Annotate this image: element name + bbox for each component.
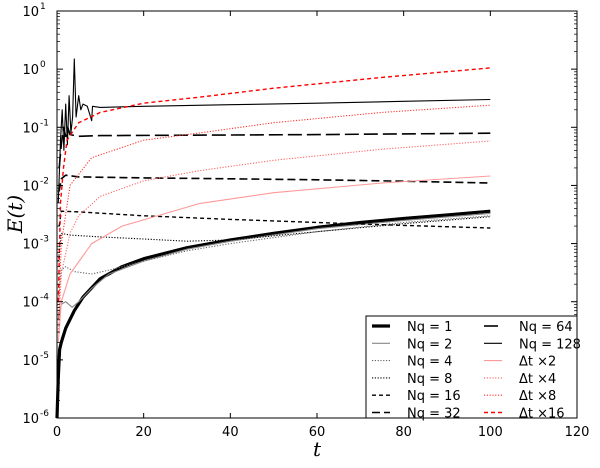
series-line-12 (57, 67, 491, 302)
series-line-10 (57, 140, 491, 333)
y-tick-exponent: -4 (40, 293, 49, 303)
series-line-4 (57, 216, 491, 262)
legend-box (365, 315, 578, 419)
x-tick-label: 40 (222, 425, 239, 440)
legend: Nq = 1 Nq = 2 Nq = 4 Nq = 8 Nq = 16 Nq = 32 Nq… (365, 315, 581, 422)
legend-label-6: Nq = 32 (407, 407, 461, 422)
x-tick-label: 0 (53, 425, 61, 440)
legend-label-1: Nq = 1 (407, 320, 452, 335)
y-tick-label: 10 (22, 63, 39, 78)
y-tick-exponent: 1 (40, 2, 46, 12)
legend-label-7: Nq = 64 (519, 320, 573, 335)
y-tick-exponent: 0 (40, 60, 46, 70)
legend-label-2: Nq = 2 (407, 337, 452, 352)
y-tick-exponent: -3 (40, 235, 49, 245)
y-tick-label: 10 (22, 238, 39, 253)
series-line-11 (57, 104, 491, 320)
y-tick-label: 10 (22, 296, 39, 311)
series-layer (55, 58, 491, 419)
y-tick-label: 10 (22, 179, 39, 194)
legend-label-12: Δt ×16 (519, 407, 565, 422)
x-tick-label: 100 (478, 425, 503, 440)
x-tick-label: 80 (395, 425, 412, 440)
legend-label-11: Δt ×8 (519, 389, 556, 404)
y-tick-exponent: -1 (40, 118, 49, 128)
series-line-2 (57, 212, 491, 320)
series-line-3 (57, 215, 491, 302)
y-tick-label: 10 (22, 354, 39, 369)
x-tick-label: 20 (135, 425, 152, 440)
legend-label-9: Δt ×2 (519, 355, 556, 370)
legend-label-10: Δt ×4 (519, 372, 556, 387)
series-line-8 (57, 58, 491, 203)
y-tick-label: 10 (22, 121, 39, 136)
series-line-7 (58, 126, 491, 168)
legend-label-4: Nq = 8 (407, 372, 452, 387)
series-line-9 (57, 175, 491, 343)
series-line-1 (55, 209, 491, 419)
y-tick-exponent: -6 (40, 409, 49, 419)
series-line-5 (58, 210, 491, 229)
legend-label-3: Nq = 4 (407, 355, 452, 370)
y-axis-label: E(t) (3, 195, 27, 234)
y-tick-exponent: -2 (40, 176, 49, 186)
legend-label-5: Nq = 16 (407, 389, 461, 404)
x-tick-label: 60 (309, 425, 326, 440)
y-tick-label: 10 (22, 5, 39, 20)
x-axis-label: t (313, 437, 322, 461)
x-tick-label: 120 (565, 425, 590, 440)
series-line-6 (58, 174, 491, 192)
y-tick-label: 10 (22, 412, 39, 427)
y-tick-exponent: -5 (40, 351, 49, 361)
legend-label-8: Nq = 128 (519, 337, 581, 352)
